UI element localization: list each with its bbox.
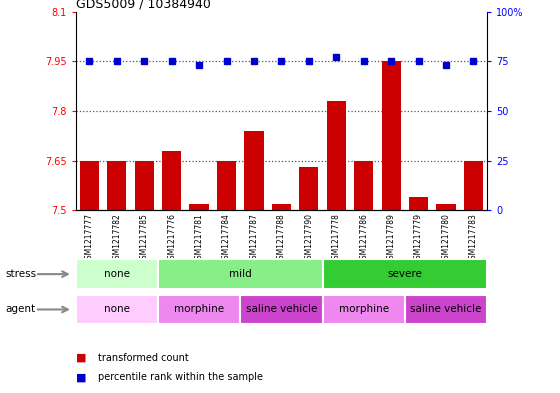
Bar (240, 295, 323, 324)
Text: severe: severe (388, 269, 422, 279)
Bar (76, 259, 158, 289)
Bar (272, 204, 291, 210)
Text: stress: stress (6, 269, 37, 279)
Bar (381, 61, 401, 210)
Bar (80, 161, 99, 210)
Bar (107, 161, 127, 210)
Bar (158, 259, 323, 289)
Text: ■: ■ (76, 372, 93, 382)
Text: saline vehicle: saline vehicle (410, 305, 482, 314)
Bar (354, 161, 374, 210)
Bar (217, 161, 236, 210)
Text: morphine: morphine (174, 305, 224, 314)
Text: ■: ■ (76, 353, 93, 363)
Bar (76, 295, 158, 324)
Bar (464, 161, 483, 210)
Bar (405, 295, 487, 324)
Text: saline vehicle: saline vehicle (246, 305, 317, 314)
Bar (436, 204, 456, 210)
Text: agent: agent (6, 305, 36, 314)
Bar (158, 295, 240, 324)
Text: GDS5009 / 10384940: GDS5009 / 10384940 (76, 0, 211, 11)
Bar (189, 204, 209, 210)
Bar (162, 151, 181, 210)
Bar (299, 167, 319, 210)
Bar (134, 161, 154, 210)
Bar (326, 101, 346, 210)
Text: percentile rank within the sample: percentile rank within the sample (98, 372, 263, 382)
Text: morphine: morphine (339, 305, 389, 314)
Text: transformed count: transformed count (98, 353, 189, 363)
Text: none: none (104, 305, 130, 314)
Bar (323, 295, 405, 324)
Bar (244, 131, 264, 210)
Bar (323, 259, 487, 289)
Text: mild: mild (229, 269, 251, 279)
Bar (409, 197, 428, 210)
Text: none: none (104, 269, 130, 279)
